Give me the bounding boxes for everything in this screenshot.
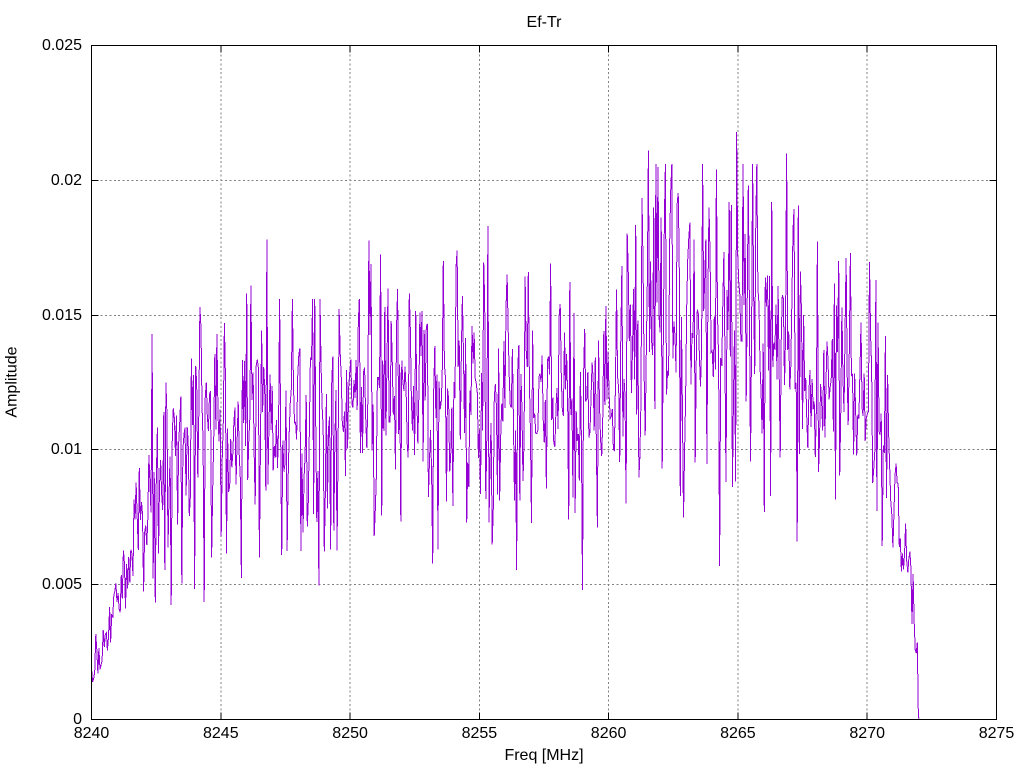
svg-text:8250: 8250 (332, 725, 368, 742)
svg-text:8240: 8240 (74, 725, 110, 742)
svg-text:0.02: 0.02 (51, 172, 82, 189)
svg-text:8275: 8275 (979, 725, 1015, 742)
svg-text:0.025: 0.025 (42, 37, 82, 54)
svg-text:Ef-Tr: Ef-Tr (527, 14, 563, 31)
svg-text:8270: 8270 (849, 725, 885, 742)
svg-text:8260: 8260 (591, 725, 627, 742)
svg-text:8255: 8255 (462, 725, 498, 742)
svg-text:8265: 8265 (720, 725, 756, 742)
svg-text:Amplitude: Amplitude (4, 346, 21, 417)
svg-text:Freq [MHz]: Freq [MHz] (504, 747, 583, 764)
svg-text:0.01: 0.01 (51, 441, 82, 458)
svg-text:0.005: 0.005 (42, 576, 82, 593)
svg-text:8245: 8245 (203, 725, 239, 742)
svg-text:0.015: 0.015 (42, 307, 82, 324)
svg-text:0: 0 (73, 711, 82, 728)
